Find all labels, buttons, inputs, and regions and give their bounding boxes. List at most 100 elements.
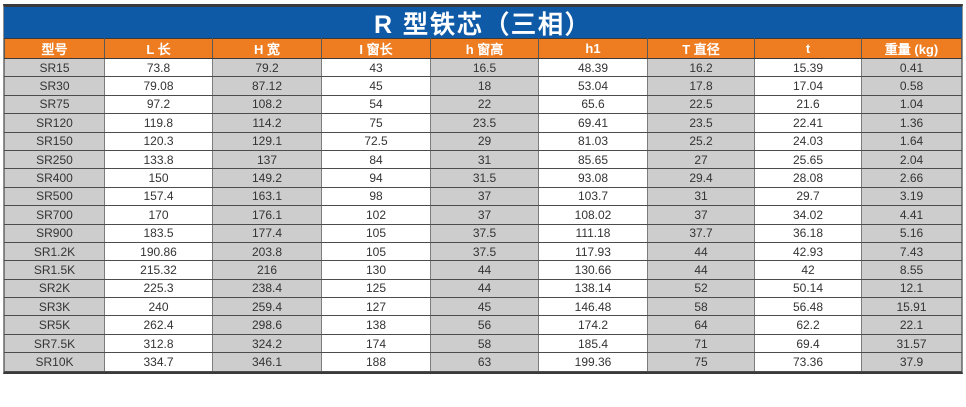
table-row: SR1.5K 215.32 216 130 44 130.66 44 42 8.55 [4, 260, 962, 280]
table-title: R 型铁芯（三相） [373, 10, 592, 39]
value-cell: 203.8 [212, 241, 322, 262]
value-cell: 188 [321, 352, 431, 372]
value-cell: 170 [104, 205, 213, 225]
value-cell: 73.8 [104, 57, 213, 78]
value-cell: 37.7 [647, 223, 755, 243]
model-cell: SR3K [4, 297, 105, 317]
value-cell: 105 [321, 241, 431, 262]
value-cell: 25.65 [754, 149, 862, 170]
value-cell: 48.39 [538, 57, 648, 78]
value-cell: 177.4 [212, 223, 322, 243]
value-cell: 150 [104, 168, 213, 188]
value-cell: 31.5 [430, 168, 539, 188]
value-cell: 63 [430, 352, 539, 372]
value-cell: 93.08 [538, 168, 648, 188]
value-cell: 149.2 [212, 168, 322, 188]
value-cell: 16.5 [430, 57, 539, 78]
value-cell: 190.86 [104, 241, 213, 262]
value-cell: 56.48 [754, 297, 862, 317]
value-cell: 64 [647, 315, 755, 335]
model-cell: SR7.5K [4, 333, 105, 354]
value-cell: 36.18 [754, 223, 862, 243]
table-row: SR700 170 176.1 102 37 108.02 37 34.02 4.41 [4, 205, 962, 225]
value-cell: 45 [430, 297, 539, 317]
value-cell: 1.36 [861, 113, 962, 133]
value-cell: 259.4 [212, 297, 322, 317]
value-cell: 31 [430, 149, 539, 170]
model-cell: SR30 [4, 76, 105, 96]
model-cell: SR400 [4, 168, 105, 188]
value-cell: 138.14 [538, 278, 648, 299]
value-cell: 62.2 [754, 315, 862, 335]
value-cell: 185.4 [538, 333, 648, 354]
value-cell: 174 [321, 333, 431, 354]
model-cell: SR120 [4, 113, 105, 133]
value-cell: 12.1 [861, 278, 962, 299]
value-cell: 127 [321, 297, 431, 317]
value-cell: 120.3 [104, 131, 213, 151]
column-header-i-window-length: I 窗长 [321, 38, 431, 59]
value-cell: 37 [430, 186, 539, 207]
value-cell: 53.04 [538, 76, 648, 96]
value-cell: 225.3 [104, 278, 213, 299]
column-header-h1: h1 [538, 38, 648, 59]
table-row: SR400 150 149.2 94 31.5 93.08 29.4 28.08 2.66 [4, 168, 962, 188]
value-cell: 240 [104, 297, 213, 317]
model-cell: SR75 [4, 94, 105, 115]
value-cell: 34.02 [754, 205, 862, 225]
table-row: SR3K 240 259.4 127 45 146.48 58 56.48 15.91 [4, 297, 962, 317]
value-cell: 43 [321, 57, 431, 78]
value-cell: 0.41 [861, 57, 962, 78]
value-cell: 163.1 [212, 186, 322, 207]
value-cell: 238.4 [212, 278, 322, 299]
column-header-l-length: L 长 [104, 38, 213, 59]
value-cell: 1.04 [861, 94, 962, 115]
value-cell: 37.5 [430, 241, 539, 262]
value-cell: 17.8 [647, 76, 755, 96]
table-row: SR2K 225.3 238.4 125 44 138.14 52 50.14 12.1 [4, 278, 962, 299]
value-cell: 84 [321, 149, 431, 170]
value-cell: 102 [321, 205, 431, 225]
model-cell: SR150 [4, 131, 105, 151]
value-cell: 69.41 [538, 113, 648, 133]
value-cell: 22.41 [754, 113, 862, 133]
value-cell: 22 [430, 94, 539, 115]
value-cell: 108.02 [538, 205, 648, 225]
table-row: SR250 133.8 137 84 31 85.65 27 25.65 2.04 [4, 149, 962, 170]
value-cell: 37.9 [861, 352, 962, 372]
value-cell: 0.58 [861, 76, 962, 96]
value-cell: 324.2 [212, 333, 322, 354]
value-cell: 157.4 [104, 186, 213, 207]
value-cell: 5.16 [861, 223, 962, 243]
value-cell: 58 [430, 333, 539, 354]
value-cell: 73.36 [754, 352, 862, 372]
value-cell: 71 [647, 333, 755, 354]
value-cell: 50.14 [754, 278, 862, 299]
table-row: SR75 97.2 108.2 54 22 65.6 22.5 21.6 1.04 [4, 94, 962, 115]
model-cell: SR700 [4, 205, 105, 225]
value-cell: 125 [321, 278, 431, 299]
table-row: SR120 119.8 114.2 75 23.5 69.41 23.5 22.41 1.36 [4, 113, 962, 133]
value-cell: 65.6 [538, 94, 648, 115]
value-cell: 22.5 [647, 94, 755, 115]
value-cell: 183.5 [104, 223, 213, 243]
model-cell: SR500 [4, 186, 105, 207]
value-cell: 15.91 [861, 297, 962, 317]
value-cell: 44 [430, 260, 539, 280]
table-body: SR15 73.8 79.2 43 16.5 48.39 16.2 15.39 0.41 SR30… [4, 57, 962, 372]
model-cell: SR900 [4, 223, 105, 243]
table-row: SR900 183.5 177.4 105 37.5 111.18 37.7 36.18 5.1… [4, 223, 962, 243]
value-cell: 75 [321, 113, 431, 133]
value-cell: 79.08 [104, 76, 213, 96]
spec-table: 型号 L 长 H 宽 I 窗长 h 窗高 h1 T 直径 t 重量 (kg) S… [4, 38, 962, 372]
value-cell: 37.5 [430, 223, 539, 243]
value-cell: 262.4 [104, 315, 213, 335]
value-cell: 130.66 [538, 260, 648, 280]
value-cell: 27 [647, 149, 755, 170]
value-cell: 15.39 [754, 57, 862, 78]
value-cell: 23.5 [430, 113, 539, 133]
value-cell: 31.57 [861, 333, 962, 354]
value-cell: 23.5 [647, 113, 755, 133]
value-cell: 312.8 [104, 333, 213, 354]
